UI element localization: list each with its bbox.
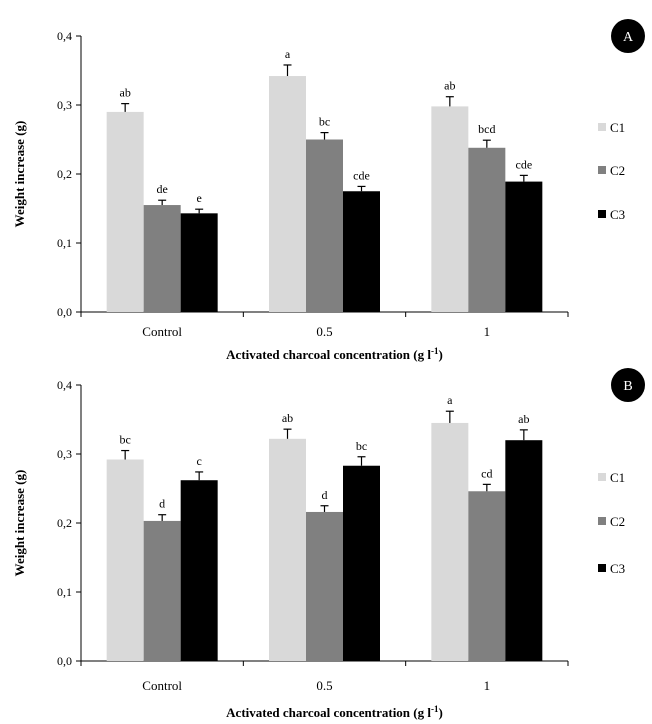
panel-label: B — [623, 379, 632, 394]
legend-label-C1: C1 — [610, 120, 625, 135]
significance-letter: a — [447, 393, 453, 407]
panel-label: A — [623, 30, 634, 45]
x-tick-label: 1 — [484, 324, 491, 339]
legend-label-C3: C3 — [610, 561, 625, 576]
bar-C1 — [106, 111, 144, 313]
legend-swatch-C3 — [598, 564, 606, 572]
legend-swatch-C2 — [598, 517, 606, 525]
bar-C2 — [468, 491, 506, 661]
significance-letter: d — [322, 488, 328, 502]
significance-letter: bc — [319, 115, 330, 129]
bar-C2 — [143, 520, 181, 661]
significance-letter: ab — [518, 412, 529, 426]
bar-C1 — [269, 76, 306, 313]
bar-C3 — [180, 213, 218, 312]
y-tick-label: 0,2 — [57, 167, 72, 181]
significance-letter: c — [197, 454, 202, 468]
y-tick-label: 0,3 — [57, 98, 72, 112]
y-tick-label: 0,2 — [57, 516, 72, 530]
bar-C2 — [143, 205, 181, 312]
x-axis-label: Activated charcoal concentration (g l-1) — [226, 346, 443, 362]
significance-letter: bc — [120, 433, 131, 447]
bar-C1 — [431, 422, 469, 661]
bar-C1 — [106, 459, 144, 661]
x-axis-label: Activated charcoal concentration (g l-1) — [226, 704, 443, 720]
legend-label-C3: C3 — [610, 207, 625, 222]
legend-swatch-C1 — [598, 123, 606, 131]
panel-badge — [611, 19, 645, 53]
significance-letter: bc — [356, 439, 367, 453]
bar-C3 — [343, 465, 380, 661]
y-tick-label: 0,1 — [57, 236, 72, 250]
bar-C3 — [505, 440, 543, 661]
y-axis-label: Weight increase (g) — [12, 470, 27, 577]
significance-letter: a — [285, 47, 291, 61]
bar-C1 — [431, 106, 469, 312]
bar-C3 — [180, 480, 218, 661]
y-tick-label: 0,0 — [57, 654, 72, 668]
bar-C2 — [306, 139, 343, 312]
bar-C3 — [343, 191, 380, 312]
x-tick-label: 0.5 — [316, 324, 332, 339]
chart-panel-A: 0,0 0,1 0,2 0,3 0,4 Control ab de e 0.5 a bc cde 1 ab b… — [12, 19, 645, 362]
significance-letter: ab — [282, 411, 293, 425]
legend-label-C2: C2 — [610, 514, 625, 529]
significance-letter: cd — [481, 466, 492, 480]
y-tick-label: 0,4 — [57, 378, 72, 392]
legend-label-C2: C2 — [610, 163, 625, 178]
x-tick-label: 0.5 — [316, 678, 332, 693]
significance-letter: ab — [120, 86, 131, 100]
bar-C1 — [269, 438, 306, 661]
legend-swatch-C3 — [598, 210, 606, 218]
y-axis-label: Weight increase (g) — [12, 121, 27, 228]
y-tick-label: 0,1 — [57, 585, 72, 599]
bar-C2 — [468, 147, 506, 312]
x-tick-label: Control — [142, 324, 182, 339]
significance-letter: cde — [516, 157, 533, 171]
significance-letter: bcd — [478, 122, 495, 136]
legend-swatch-C1 — [598, 473, 606, 481]
bar-C3 — [505, 181, 543, 312]
x-tick-label: Control — [142, 678, 182, 693]
significance-letter: d — [159, 497, 165, 511]
chart-panel-B: 0,0 0,1 0,2 0,3 0,4 Control bc d c 0.5 ab d bc 1 a cd ab… — [12, 368, 645, 720]
legend-swatch-C2 — [598, 166, 606, 174]
significance-letter: ab — [444, 79, 455, 93]
significance-letter: e — [197, 191, 202, 205]
y-tick-label: 0,3 — [57, 447, 72, 461]
significance-letter: de — [157, 182, 168, 196]
panel-badge — [611, 368, 645, 402]
x-tick-label: 1 — [484, 678, 491, 693]
significance-letter: cde — [353, 168, 370, 182]
y-tick-label: 0,0 — [57, 305, 72, 319]
legend-label-C1: C1 — [610, 470, 625, 485]
y-tick-label: 0,4 — [57, 29, 72, 43]
bar-C2 — [306, 511, 343, 661]
